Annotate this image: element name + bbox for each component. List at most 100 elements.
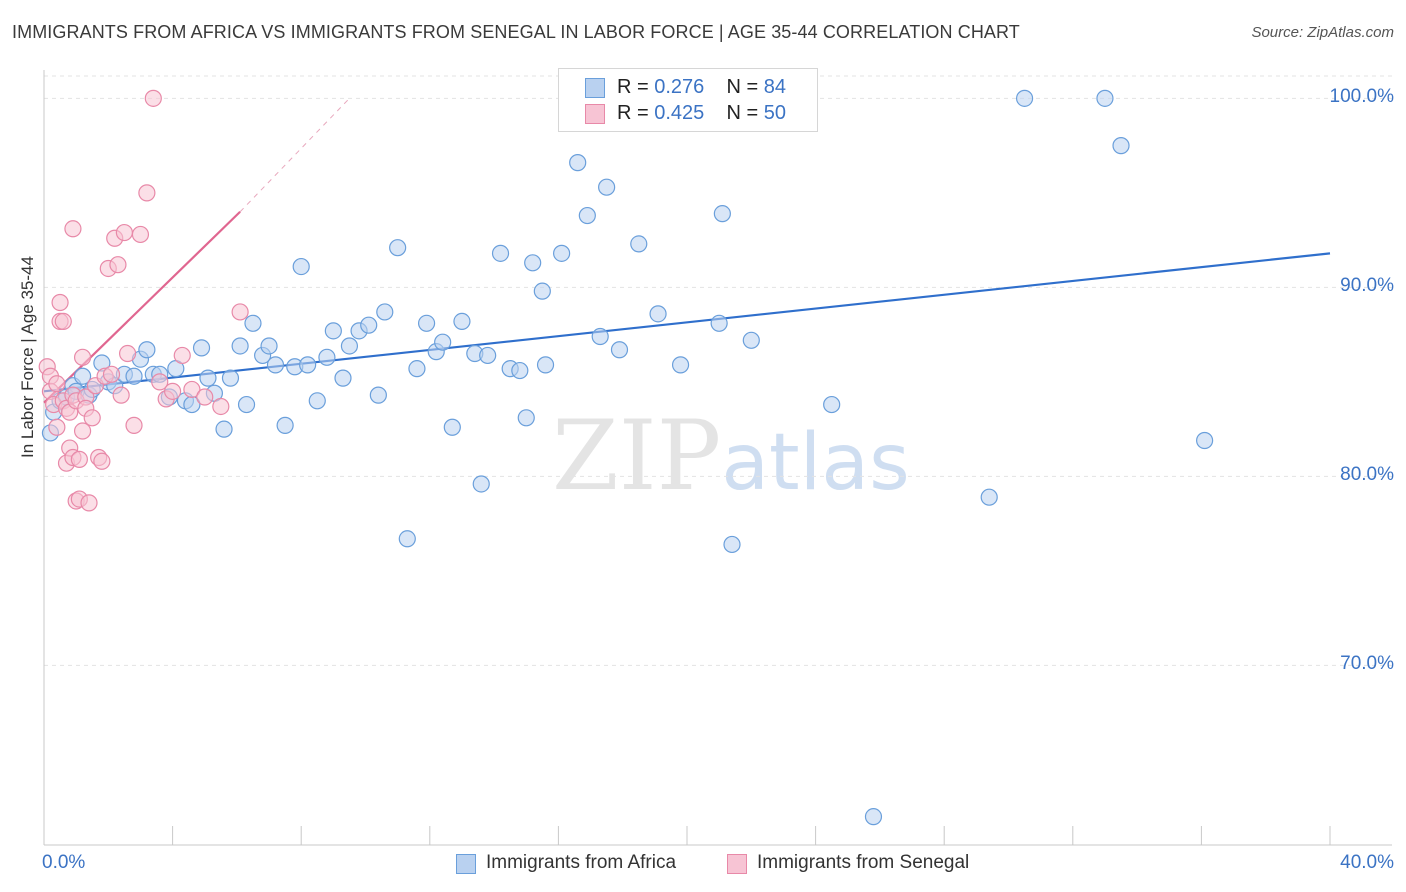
senegal-point [112, 386, 130, 404]
africa-point [417, 314, 436, 332]
africa-point [578, 206, 596, 225]
y-tick-label-90: 90.0% [1340, 275, 1394, 297]
africa-point [276, 416, 294, 434]
africa-point [591, 327, 609, 346]
senegal-point [131, 225, 150, 244]
trend-line-africa [43, 252, 1331, 393]
africa-point [292, 257, 310, 276]
senegal-legend-label: Immigrants from Senegal [757, 852, 970, 873]
africa-point [511, 361, 529, 380]
senegal-point [212, 397, 230, 416]
africa-point [260, 337, 278, 355]
africa-point [376, 303, 394, 321]
n-label: N = [726, 76, 759, 98]
senegal-point [64, 220, 82, 238]
africa-point [569, 154, 587, 172]
africa-point [324, 322, 342, 340]
africa-legend-swatch [456, 854, 476, 874]
senegal-point [118, 344, 137, 363]
trend-lines [43, 98, 1331, 404]
africa-point [369, 386, 387, 404]
n-label: N = [726, 102, 759, 124]
senegal-point [70, 450, 88, 468]
africa-point [479, 346, 497, 365]
africa-point [434, 333, 452, 351]
africa-point [299, 356, 317, 374]
africa-point [710, 314, 728, 332]
x-tick-label-max: 40.0% [1340, 852, 1394, 873]
senegal-point [73, 348, 92, 366]
africa-point [308, 392, 326, 410]
watermark: ZIPatlas [552, 400, 910, 512]
africa-point [553, 244, 571, 262]
senegal-point [231, 303, 249, 321]
africa-point [1096, 89, 1114, 107]
senegal-point [73, 422, 92, 440]
africa-point [630, 235, 648, 253]
africa-point [443, 418, 461, 436]
x-tick-label-min: 0.0% [42, 852, 86, 873]
africa-point [533, 282, 551, 300]
africa-point [713, 205, 731, 223]
africa-point [125, 367, 143, 385]
senegal-point [196, 388, 214, 406]
senegal-point [125, 416, 143, 434]
africa-point [864, 808, 883, 826]
senegal-legend-swatch [727, 854, 747, 874]
africa-point [334, 369, 352, 387]
africa-swatch [585, 78, 605, 98]
senegal-swatch [585, 104, 605, 124]
africa-point [491, 244, 510, 262]
africa-legend-label: Immigrants from Africa [486, 852, 677, 873]
africa-point [649, 305, 667, 323]
senegal-point [183, 380, 201, 399]
africa-point [598, 178, 616, 196]
africa-point [408, 360, 426, 378]
africa-point [138, 341, 156, 359]
africa-point [453, 312, 471, 331]
senegal-point [109, 256, 127, 274]
trend-line-senegal-extension [239, 98, 350, 213]
chart-title: IMMIGRANTS FROM AFRICA VS IMMIGRANTS FRO… [12, 22, 1020, 42]
axes [43, 70, 1392, 846]
africa-point [73, 367, 92, 385]
africa-point [524, 254, 542, 272]
africa-point [389, 239, 407, 257]
africa-point [723, 535, 741, 554]
africa-point [1015, 89, 1034, 107]
r-label: R = [617, 102, 649, 124]
senegal-point [102, 365, 121, 383]
africa-point [823, 395, 841, 414]
senegal-point [144, 89, 162, 107]
y-tick-label-80: 80.0% [1340, 464, 1394, 486]
africa-point [360, 316, 378, 334]
y-tick-label-100: 100.0% [1329, 86, 1394, 108]
data-points [38, 89, 1214, 826]
africa-point [231, 337, 249, 355]
senegal-r-value: 0.425 [654, 102, 705, 124]
senegal-point [138, 184, 156, 202]
y-tick-label-70: 70.0% [1340, 653, 1394, 675]
senegal-point [80, 494, 98, 512]
africa-point [1112, 137, 1130, 155]
africa-point [237, 395, 256, 414]
y-axis-label: In Labor Force | Age 35-44 [18, 256, 37, 458]
africa-point [517, 409, 535, 427]
senegal-point [51, 293, 69, 312]
senegal-point [173, 346, 191, 365]
watermark-zip: ZIP [552, 400, 722, 512]
africa-point [472, 475, 490, 493]
africa-point [340, 337, 359, 355]
senegal-point [164, 382, 182, 400]
africa-point [1196, 431, 1214, 450]
source-credit: Source: ZipAtlas.com [1251, 24, 1394, 41]
stats-legend: R = 0.276 N = 84 R = 0.425 N = 50 [558, 68, 818, 132]
africa-point [221, 369, 240, 387]
africa-point [192, 339, 211, 357]
senegal-point [48, 418, 66, 436]
senegal-point [151, 373, 169, 391]
africa-point [244, 314, 262, 332]
africa-point [980, 488, 998, 506]
africa-point [318, 348, 336, 366]
